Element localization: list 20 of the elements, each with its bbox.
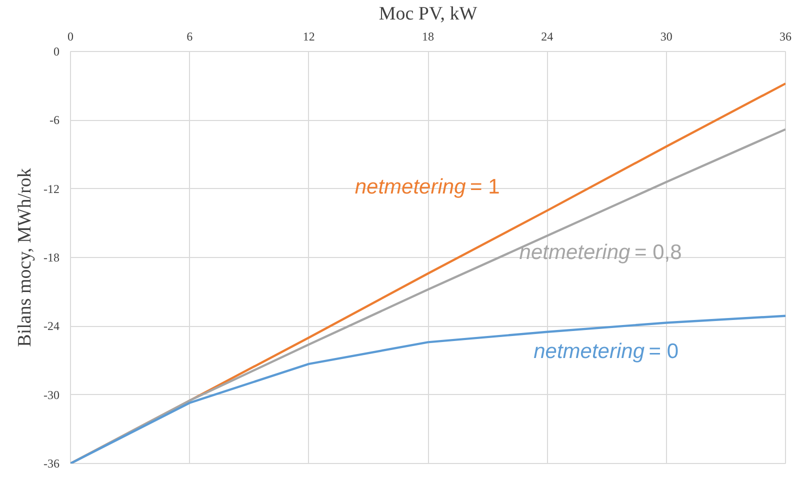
y-tick-label: -6	[50, 113, 60, 128]
x-tick-label: 18	[422, 30, 434, 44]
y-tick-label: -18	[44, 250, 60, 264]
series-label: netmetering = 1	[354, 176, 500, 199]
series-label: netmetering = 0,8	[519, 241, 682, 264]
y-tick-label: -36	[44, 456, 60, 470]
y-tick-label: -12	[44, 182, 60, 196]
y-tick-label: -30	[44, 388, 60, 402]
x-axis-title: Moc PV, kW	[378, 4, 478, 24]
line-series	[70, 314, 786, 464]
x-tick-label: 30	[660, 30, 672, 44]
y-tick-label: 0	[54, 44, 60, 58]
x-tick-label: 0	[68, 30, 74, 44]
series-label: netmetering = 0	[534, 340, 679, 363]
x-tick-label: 12	[302, 30, 315, 44]
x-tick-label: 6	[186, 30, 193, 44]
x-tick-label: 36	[780, 30, 792, 44]
y-axis-title: Bilans mocy, MWh/rok	[14, 168, 36, 347]
y-tick-label: -24	[44, 319, 60, 334]
x-tick-label: 24	[541, 30, 554, 44]
